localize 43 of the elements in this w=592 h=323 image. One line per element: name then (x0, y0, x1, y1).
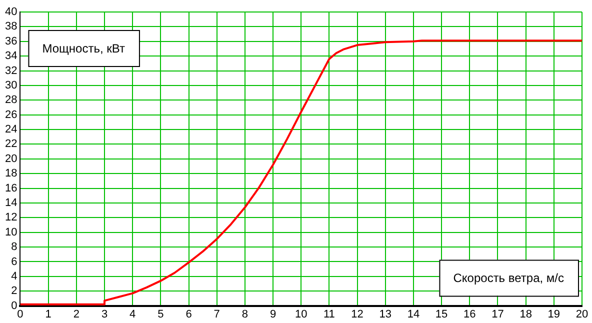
x-tick-label: 13 (379, 308, 392, 320)
y-tick-label: 32 (4, 64, 18, 77)
y-tick-label: 8 (11, 241, 18, 254)
y-tick-label: 36 (4, 35, 18, 48)
x-axis-title: Скорость ветра, м/с (453, 271, 564, 286)
x-tick-label: 14 (407, 308, 420, 320)
y-tick-label: 22 (4, 138, 18, 150)
y-tick-label: 4 (11, 270, 18, 282)
x-tick-label: 11 (323, 308, 335, 320)
y-tick-label: 34 (4, 50, 18, 62)
y-tick-label: 6 (11, 256, 18, 268)
x-tick-label: 1 (45, 308, 52, 320)
x-tick-label: 19 (548, 308, 560, 320)
y-tick-label: 14 (4, 197, 18, 209)
x-tick-label: 5 (158, 308, 164, 320)
y-tick-label: 20 (4, 152, 18, 165)
x-tick-label: 15 (435, 308, 448, 320)
x-tick-label: 16 (464, 308, 476, 320)
y-tick-label: 38 (4, 20, 18, 33)
x-tick-label: 20 (576, 308, 588, 320)
x-tick-label: 12 (351, 308, 364, 320)
x-tick-label: 8 (242, 308, 248, 320)
x-tick-label: 9 (270, 308, 276, 320)
y-tick-label: 2 (11, 285, 18, 298)
x-tick-label: 10 (294, 308, 308, 320)
y-tick-label: 40 (4, 6, 18, 18)
y-tick-label: 18 (4, 168, 18, 180)
y-tick-label: 12 (4, 212, 18, 224)
x-tick-label: 18 (520, 308, 532, 320)
y-tick-label: 10 (4, 226, 18, 238)
y-tick-label: 24 (4, 124, 18, 136)
x-tick-label: 3 (101, 308, 108, 320)
y-tick-label: 28 (4, 94, 18, 106)
x-tick-label: 2 (73, 308, 80, 320)
y-tick-label: 0 (11, 300, 18, 312)
x-tick-label: 6 (186, 308, 192, 320)
y-tick-label: 16 (4, 182, 18, 194)
y-axis-title: Мощность, кВт (42, 41, 126, 56)
x-tick-label: 7 (214, 308, 220, 320)
x-tick-label: 17 (492, 308, 504, 320)
y-tick-label: 30 (4, 79, 18, 92)
y-tick-label: 26 (4, 108, 18, 121)
x-tick-label: 4 (130, 308, 136, 320)
